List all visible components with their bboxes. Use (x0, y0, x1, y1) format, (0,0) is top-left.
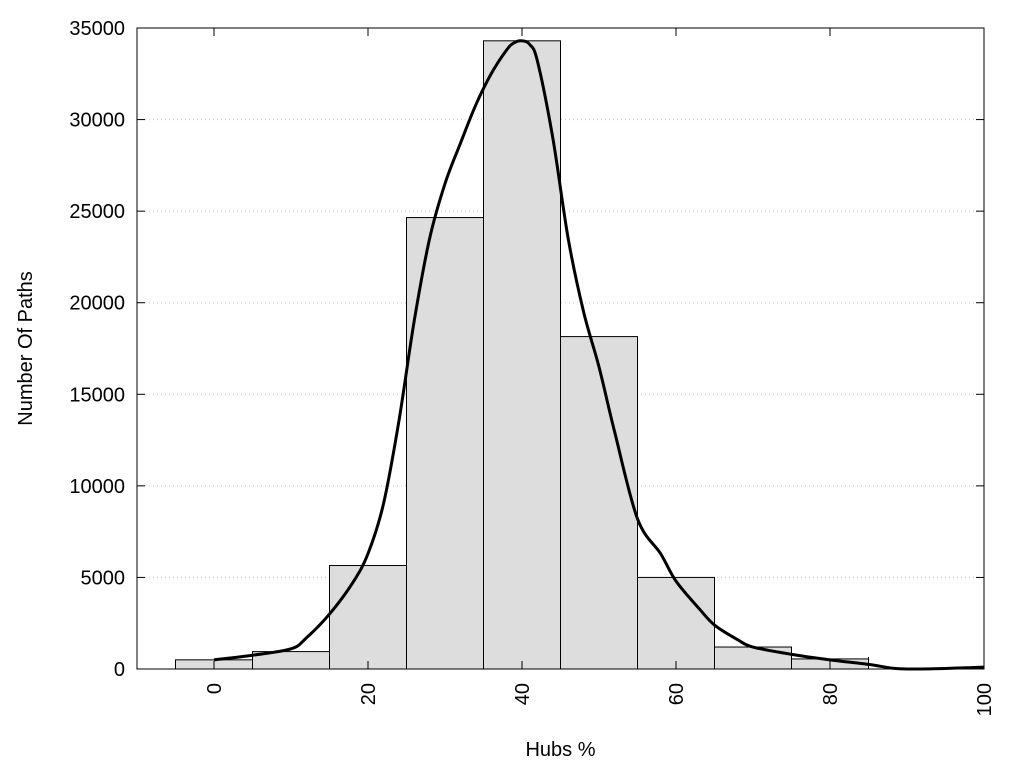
density-curve-line (213, 39, 985, 671)
histogram-bar (406, 217, 484, 670)
histogram-bar (714, 646, 792, 670)
y-axis-title: Number Of Paths (15, 271, 37, 426)
x-tick-label: 20 (358, 683, 380, 705)
x-tick-label: 100 (974, 683, 996, 716)
histogram-bars (175, 40, 869, 670)
x-tick-label: 60 (666, 683, 688, 705)
axis-ticks: 0 5000 10000 15000 20000 25000 30000 35000 0 20 40… (69, 18, 996, 716)
x-tick-label: 80 (820, 683, 842, 705)
y-tick-label: 35000 (69, 18, 125, 40)
plot-frame (136, 27, 985, 670)
y-tick-label: 5000 (81, 567, 126, 589)
density-curve (213, 39, 985, 671)
x-tick-label: 40 (512, 683, 534, 705)
histogram-bar (560, 336, 638, 670)
y-tick-label: 30000 (69, 110, 125, 132)
y-tick-label: 0 (114, 659, 125, 681)
x-axis-title: Hubs % (525, 739, 595, 761)
y-tick-label: 10000 (69, 476, 125, 498)
histogram-bar (329, 565, 407, 670)
x-tick-label: 0 (204, 683, 226, 694)
y-tick-label: 20000 (69, 293, 125, 315)
y-tick-label: 15000 (69, 384, 125, 406)
y-tick-label: 25000 (69, 201, 125, 223)
histogram-bar (483, 40, 561, 670)
histogram-bar (637, 576, 715, 670)
